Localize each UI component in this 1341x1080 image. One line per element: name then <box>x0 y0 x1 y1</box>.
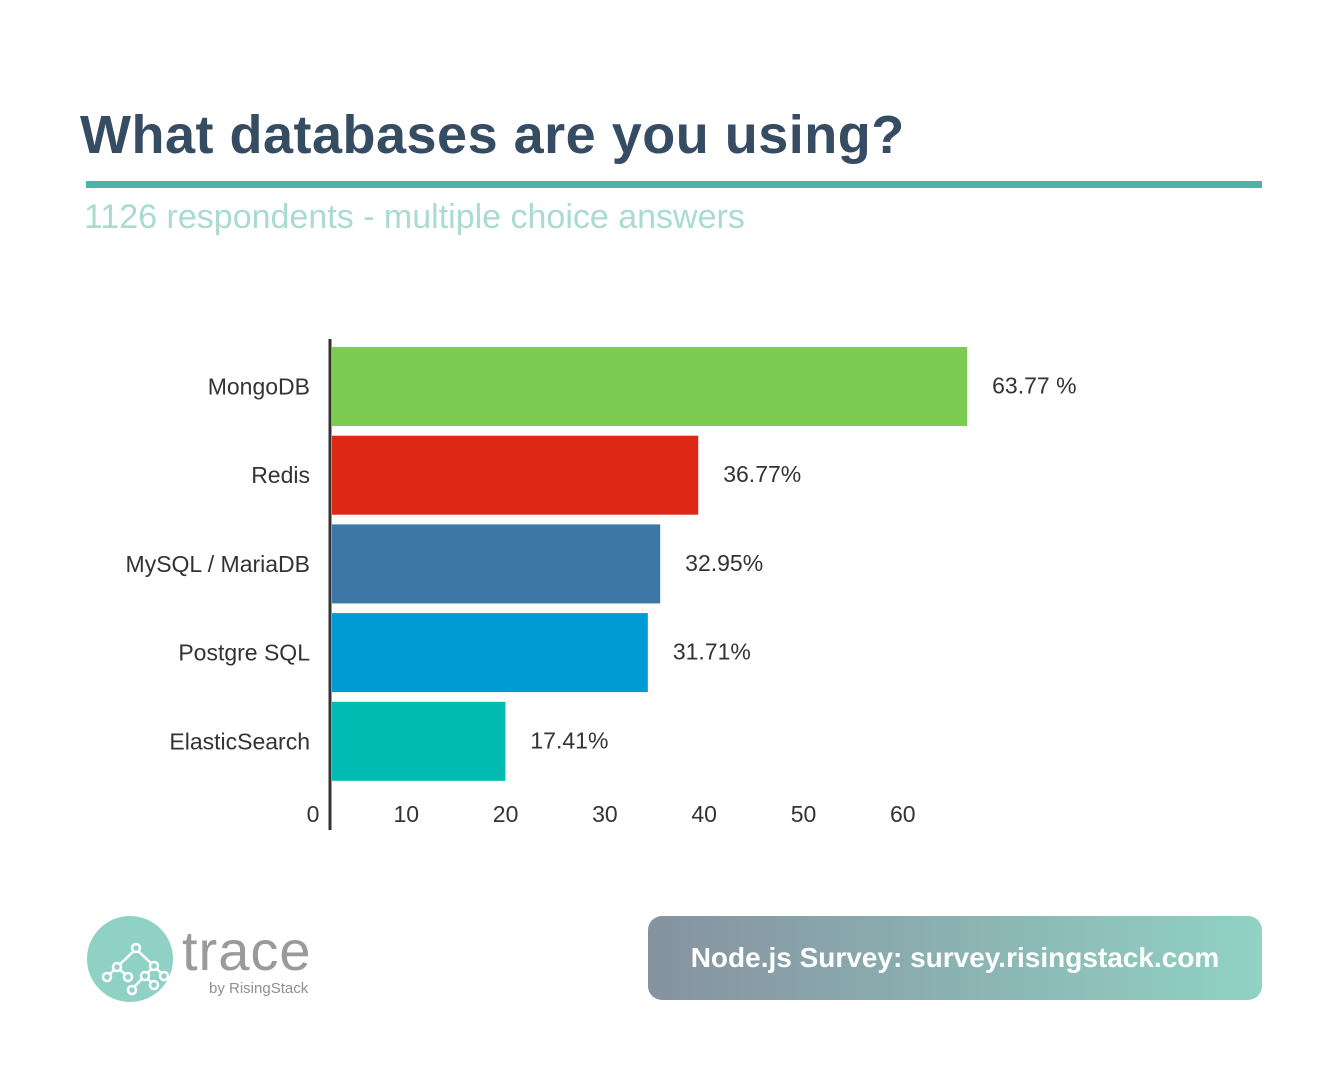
value-label: 32.95% <box>685 550 763 576</box>
chart-subtitle: 1126 respondents - multiple choice answe… <box>84 198 745 236</box>
bar-postgre-sql <box>332 613 648 693</box>
x-tick-label: 50 <box>791 801 817 827</box>
value-label: 36.77% <box>723 461 801 487</box>
value-label: 17.41% <box>530 727 608 753</box>
category-label: MongoDB <box>208 374 310 400</box>
bar-elasticsearch <box>332 701 506 781</box>
category-label: MySQL / MariaDB <box>126 551 310 577</box>
logo-wordmark: trace <box>182 919 312 982</box>
x-tick-label: 10 <box>394 801 420 827</box>
value-label: 63.77 % <box>992 373 1076 399</box>
x-tick-label: 30 <box>592 801 618 827</box>
bar-mongodb <box>332 347 968 426</box>
survey-link-banner[interactable]: Node.js Survey: survey.risingstack.com <box>648 916 1262 1000</box>
x-tick-label: 0 <box>307 801 320 827</box>
survey-link-text[interactable]: Node.js Survey: survey.risingstack.com <box>690 942 1220 973</box>
chart-title: What databases are you using? <box>80 105 905 165</box>
trace-logo-icon <box>87 916 173 1002</box>
category-label: Postgre SQL <box>178 640 310 666</box>
x-tick-label: 20 <box>493 801 519 827</box>
x-tick-label: 60 <box>890 801 916 827</box>
category-label: Redis <box>251 462 310 488</box>
category-label: ElasticSearch <box>169 728 310 754</box>
logo-byline: by RisingStack <box>209 980 309 997</box>
bar-mysql-mariadb <box>332 524 661 604</box>
x-tick-label: 40 <box>691 801 717 827</box>
value-label: 31.71% <box>673 639 751 665</box>
bar-chart: MongoDB 63.77 % Redis 36.77% MySQL / MariaDB… <box>126 339 1077 830</box>
bar-redis <box>332 435 699 515</box>
title-divider <box>86 181 1262 188</box>
